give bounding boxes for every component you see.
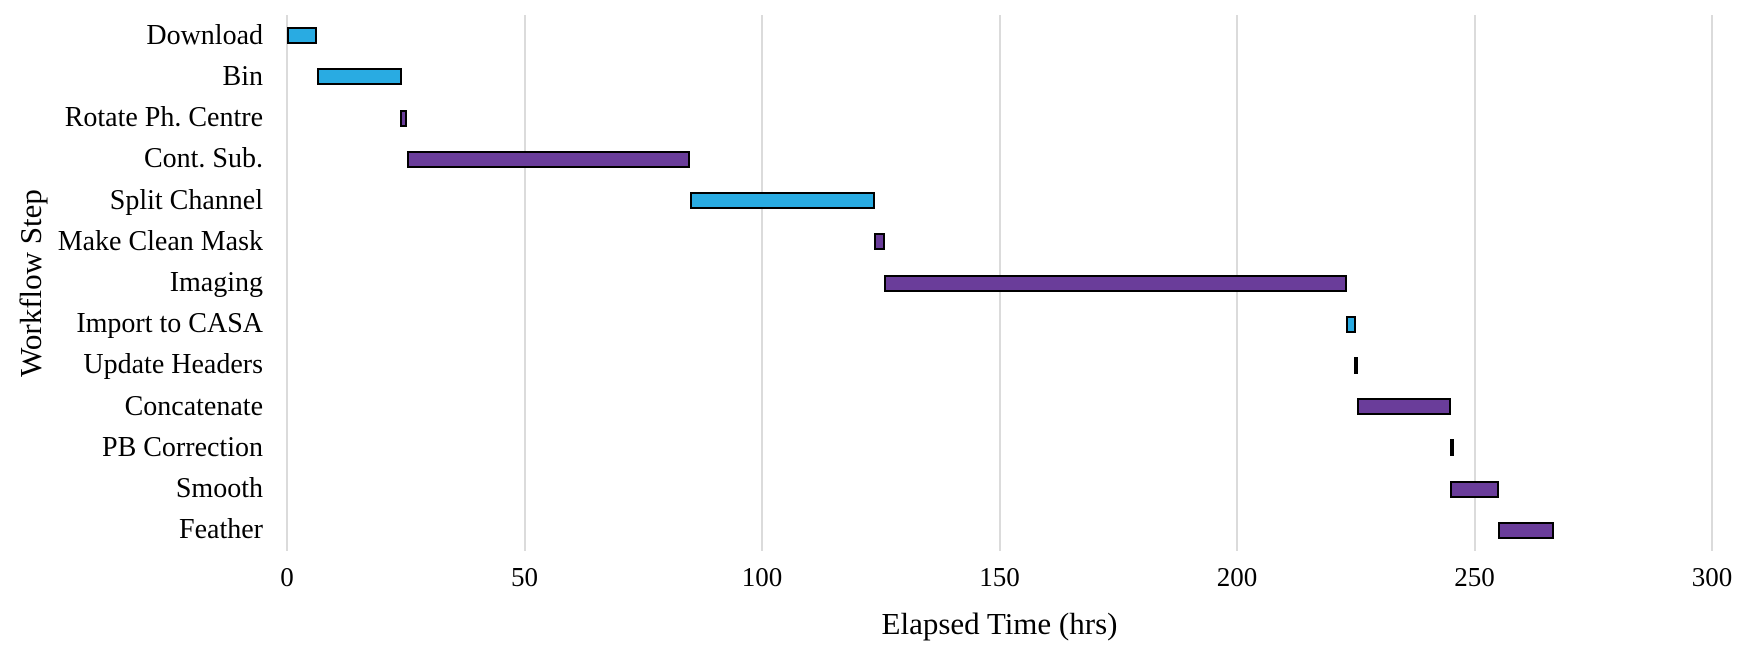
y-label-rotate-ph-centre: Rotate Ph. Centre <box>64 102 263 134</box>
gantt-bar-smooth <box>1449 480 1500 498</box>
y-label-make-clean-mask: Make Clean Mask <box>57 225 263 257</box>
gantt-bar-update-headers <box>1353 356 1359 374</box>
y-label-smooth: Smooth <box>175 473 263 505</box>
x-tick-250: 250 <box>1454 562 1495 592</box>
x-tick-50: 50 <box>511 562 538 592</box>
y-label-bin: Bin <box>222 60 263 92</box>
plot-area <box>286 15 1713 551</box>
gantt-bar-imaging <box>884 274 1348 292</box>
y-label-concatenate: Concatenate <box>124 390 263 422</box>
x-tick-200: 200 <box>1216 562 1258 592</box>
y-label-cont-sub: Cont. Sub. <box>143 143 263 175</box>
gridline-250hr <box>1473 15 1476 551</box>
gantt-bar-split-channel <box>689 192 876 210</box>
gantt-bar-bin <box>316 68 402 86</box>
x-tick-100: 100 <box>741 562 783 592</box>
y-axis-category-labels: Download Bin Rotate Ph. Centre Cont. Sub. Sp… <box>0 15 263 551</box>
gridline-100hr <box>761 15 763 551</box>
gantt-bar-concatenate <box>1357 398 1452 416</box>
gantt-bar-rotate-ph-centre <box>400 109 408 127</box>
y-label-feather: Feather <box>179 514 263 546</box>
y-label-download: Download <box>146 19 263 51</box>
gantt-bar-make-clean-mask <box>874 233 886 251</box>
y-label-split-channel: Split Channel <box>109 184 263 216</box>
y-label-update-headers: Update Headers <box>83 349 263 381</box>
gridline-0hr <box>286 15 288 551</box>
gantt-bar-pb-correction <box>1449 439 1455 457</box>
x-axis-tick-labels: 0 50 100 150 200 250 300 <box>0 560 1752 600</box>
gridline-50hr <box>523 15 526 551</box>
y-label-pb-correction: PB Correction <box>102 431 263 463</box>
gantt-bar-cont-sub <box>407 150 690 168</box>
gridline-300hr <box>1711 15 1713 551</box>
y-label-imaging: Imaging <box>169 267 263 298</box>
x-tick-300: 300 <box>1691 562 1733 592</box>
x-axis-title: Elapsed Time (hrs) <box>881 606 1118 641</box>
x-tick-150: 150 <box>979 562 1020 592</box>
gantt-bar-feather <box>1497 521 1554 539</box>
gantt-bar-import-to-casa <box>1345 315 1357 333</box>
x-tick-0: 0 <box>280 562 294 592</box>
gantt-bar-download <box>287 27 317 45</box>
y-label-import-to-casa: Import to CASA <box>76 308 263 340</box>
